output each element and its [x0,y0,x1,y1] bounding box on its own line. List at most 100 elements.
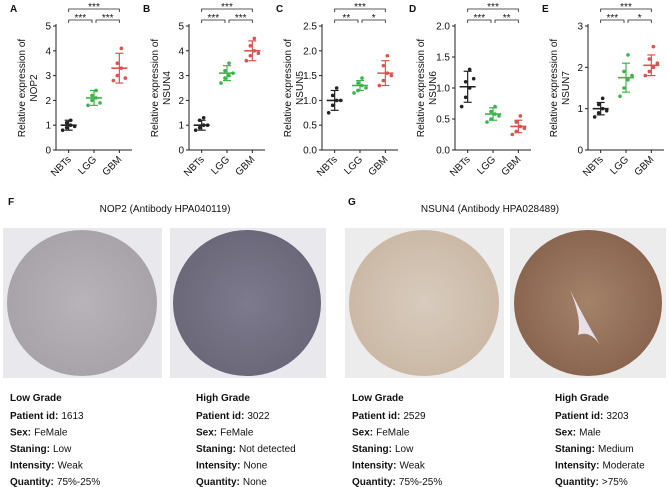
info-value: FeMale [376,428,410,439]
x-tick-label: GBM [500,154,524,178]
info-value: None [243,477,267,487]
panel-letter: F [8,197,14,208]
data-point [119,46,124,51]
info-label: Staning: [196,444,236,455]
info-line: Intensity: Weak [10,461,84,472]
significance-bracket [361,19,386,23]
panel-letter: C [276,4,283,15]
significance-bracket [201,8,253,12]
info-label: Sex: [10,428,31,439]
data-point [334,86,339,90]
data-point [467,67,472,72]
data-point [622,86,626,90]
info-value: 3022 [247,411,270,422]
y-axis-label: Relative expression of [549,39,560,138]
y-tick-label: 1 [577,104,583,115]
panel-letter: D [409,4,416,15]
info-value: FeMale [34,428,68,439]
y-tick-label: 4 [178,46,184,57]
info-value: Low [395,444,414,455]
data-point [223,68,227,73]
data-point [630,73,634,78]
info-label: Intensity: [196,461,240,472]
y-tick-label: 2 [178,96,184,107]
info-value: Moderate [602,461,645,472]
y-tick-label: 5 [178,22,184,33]
y-tick-label: 0 [45,146,51,157]
significance-label: *** [102,13,114,24]
x-tick-label: NBTs [49,154,74,179]
info-label: Sex: [555,428,576,439]
info-line: Quantity: 75%-25% [352,477,442,487]
data-point [463,95,468,100]
significance-label: ** [503,13,511,24]
y-tick-label: 3 [577,22,583,33]
data-point [596,102,601,107]
data-point [223,76,227,80]
info-line: Intensity: Moderate [555,461,645,472]
info-label: Quantity: [555,477,599,487]
data-point [604,108,609,113]
info-label: Quantity: [352,477,396,487]
info-label: Staning: [555,444,595,455]
info-label: Patient id: [352,411,400,422]
data-point [244,58,249,63]
info-label: Staning: [10,444,50,455]
y-tick-label: 2.0 [436,22,450,33]
data-point [356,81,360,85]
y-tick-label: 0.5 [436,115,450,126]
info-label: Quantity: [196,477,240,487]
data-point [115,73,120,78]
data-point [643,73,648,78]
data-point [197,125,202,130]
data-point [655,61,660,65]
data-point [626,53,630,57]
info-value: Weak [399,461,425,472]
data-point [252,36,257,41]
significance-label: *** [88,2,100,13]
significance-label: *** [207,13,219,24]
grade-heading: High Grade [555,393,609,404]
significance-bracket [467,19,492,23]
y-tick-label: 2.0 [303,46,317,57]
info-label: Sex: [352,428,373,439]
data-point [64,125,69,130]
y-axis-label: Relative expression of [283,39,294,138]
info-value: 1613 [61,411,84,422]
info-line: Staning: Low [352,444,414,455]
info-value: None [243,461,267,472]
data-point [518,114,523,118]
data-point [111,78,116,83]
y-tick-label: 0.0 [303,146,317,157]
info-label: Sex: [196,428,217,439]
data-point [459,104,464,109]
info-line: Sex: FeMale [10,428,68,439]
significance-bracket [201,19,226,23]
info-label: Intensity: [555,461,599,472]
tissue-images [3,228,666,378]
info-value: Male [579,428,601,439]
data-point [389,73,394,78]
info-line: Sex: FeMale [352,428,410,439]
y-tick-label: 2 [577,63,583,74]
data-point [90,93,94,98]
info-value: Weak [57,461,83,472]
data-point [497,114,501,118]
data-point [201,115,206,120]
data-point [64,120,69,125]
significance-label: *** [354,2,366,13]
y-tick-label: 3 [45,71,51,82]
panel-title: NOP2 (Antibody HPA040119) [100,204,231,215]
significance-label: * [372,13,376,24]
tissue-core [349,230,499,376]
grade-heading: Low Grade [10,393,62,404]
panel-letter: A [10,4,17,15]
significance-label: *** [235,13,247,24]
info-line: Intensity: Weak [352,461,426,472]
x-tick-label: LGG [608,154,631,177]
panel-letter: B [143,4,150,15]
significance-label: *** [620,2,632,13]
y-axis-label: Relative expression of [150,39,161,138]
significance-bracket [228,19,253,23]
significance-label: *** [606,13,618,24]
